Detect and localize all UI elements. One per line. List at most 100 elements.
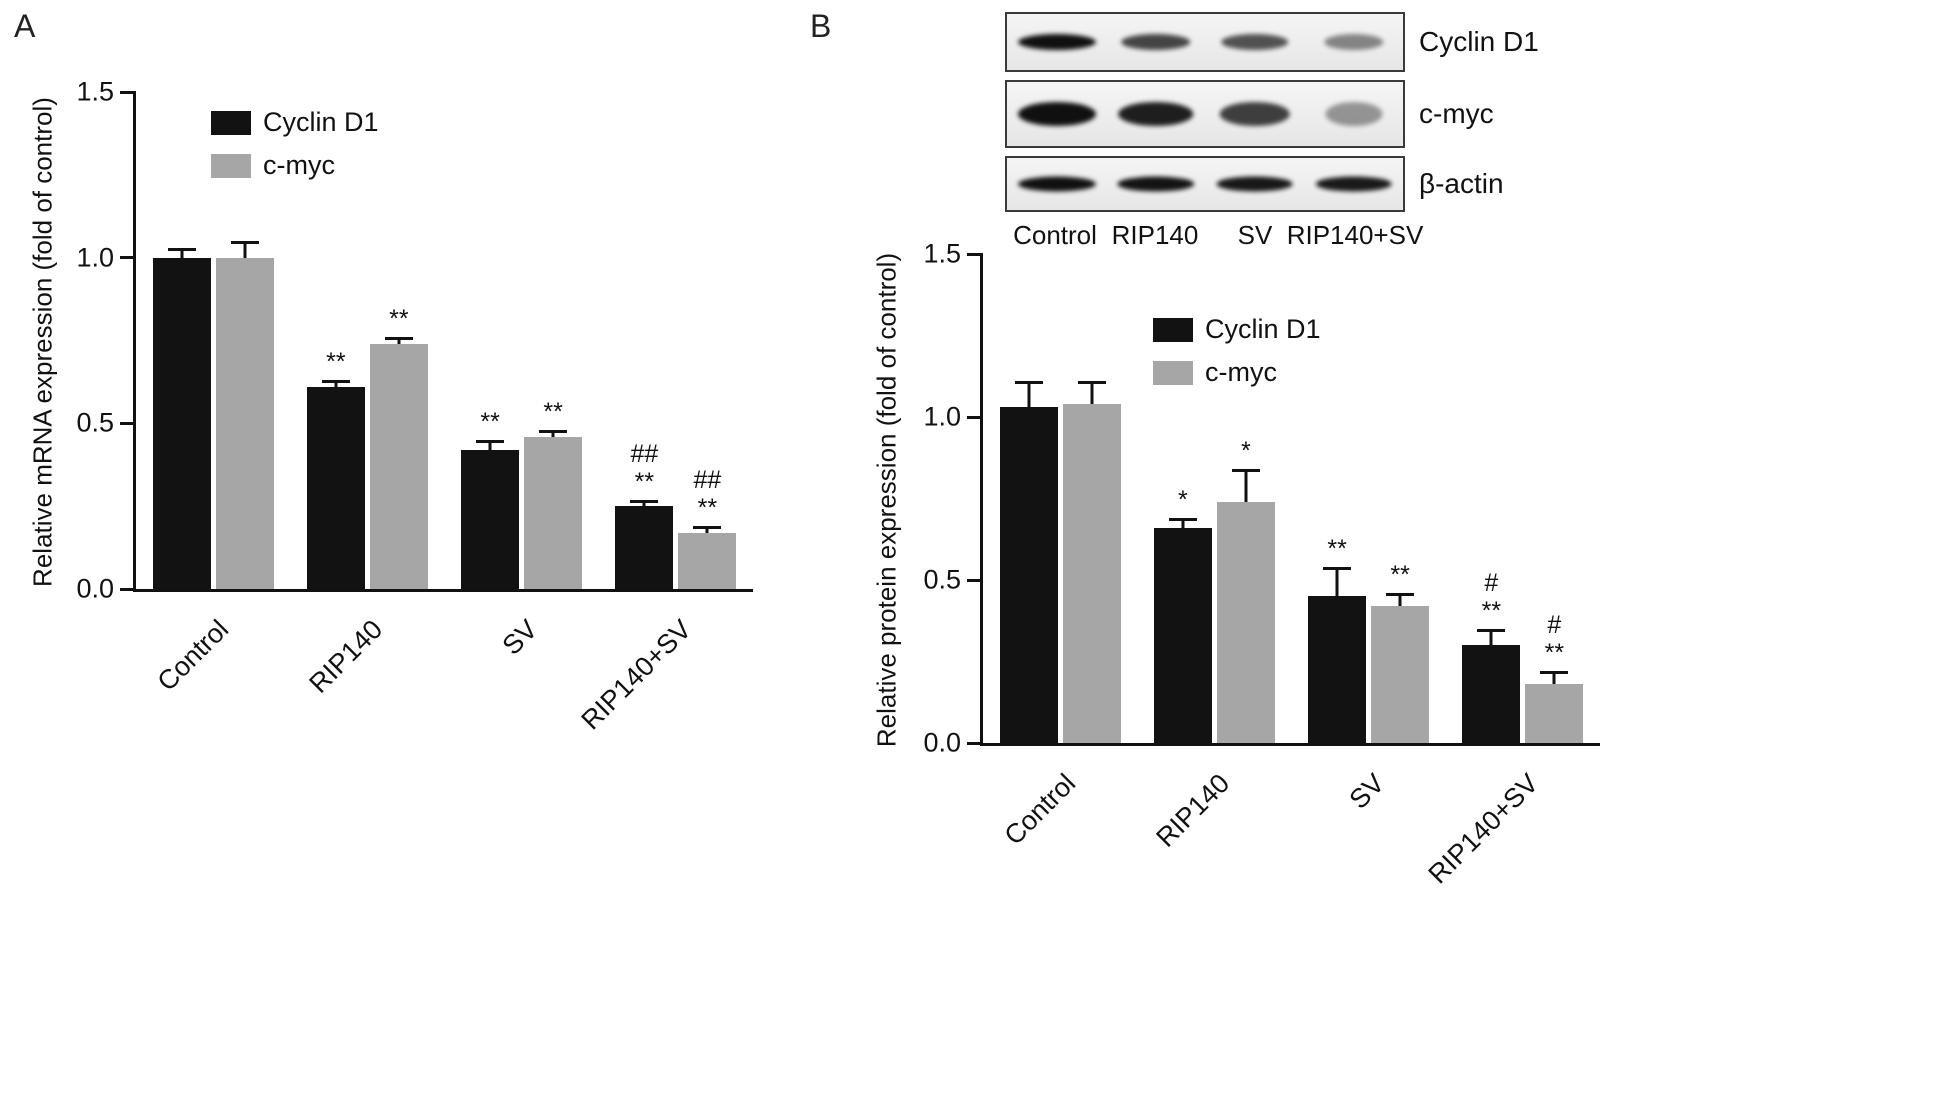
bar-cyclin-d1 <box>152 257 211 589</box>
significance-marker: ** <box>543 397 563 426</box>
legend-item: c-myc <box>1153 357 1321 388</box>
y-axis-label: Relative mRNA expression (fold of contro… <box>27 97 58 587</box>
bar-c-myc <box>1371 606 1430 743</box>
bar-wrap: * <box>1216 254 1275 743</box>
bar-wrap <box>1062 254 1121 743</box>
blot-row-beta-actin: β-actin <box>1005 156 1665 212</box>
y-axis-label: Relative protein expression (fold of con… <box>871 252 902 748</box>
legend: Cyclin D1 c-myc <box>1153 314 1321 388</box>
plot-area: 0.0 0.5 1.0 1.5 Cyclin D1 c-myc * * ** ** # ** # ** <box>923 239 1600 758</box>
legend-label: c-myc <box>1205 357 1277 387</box>
blot-band <box>1325 102 1382 126</box>
bar-wrap: ** <box>524 92 583 589</box>
legend: Cyclin D1 c-myc <box>211 107 379 181</box>
bar-cyclin-d1 <box>1308 596 1367 743</box>
bar-groups: * * ** ** # ** # ** <box>983 254 1600 743</box>
bar-wrap: # ** <box>1462 254 1521 743</box>
legend-item: Cyclin D1 <box>211 107 379 138</box>
significance-marker: ## ** <box>630 439 659 496</box>
x-axis-labels: Control RIP140 SV RIP140+SV <box>133 602 753 792</box>
bar-group: * * <box>1137 254 1291 743</box>
x-tick-label: Control <box>151 614 235 697</box>
chart-mrna-expression: Relative mRNA expression (fold of contro… <box>18 50 788 1090</box>
bar-cyclin-d1 <box>999 407 1058 743</box>
bar-c-myc <box>369 343 428 589</box>
significance-marker: ** <box>1327 534 1347 563</box>
bar-group: ** ** <box>445 92 599 589</box>
blot-label-c-myc: c-myc <box>1419 98 1494 129</box>
y-tick-label: 1.0 <box>76 242 114 273</box>
blot-lane-label: Control <box>1013 220 1097 250</box>
blot-label-cyclin-d1: Cyclin D1 <box>1419 26 1539 57</box>
significance-marker: ** <box>326 348 346 377</box>
blot-box-cyclin-d1 <box>1005 12 1405 72</box>
y-axis-label-container: Relative protein expression (fold of con… <box>864 252 910 748</box>
x-tick-label: SV <box>496 614 543 661</box>
bar-group: ## ** ## ** <box>599 92 753 589</box>
significance-marker: ## ** <box>693 466 722 523</box>
y-tick-mark <box>120 421 136 425</box>
panel-a-label: A <box>14 8 36 44</box>
error-bar <box>1540 671 1569 684</box>
blot-band <box>1017 102 1096 126</box>
error-bar <box>1386 593 1415 606</box>
error-bar <box>167 247 196 258</box>
blot-band <box>1216 176 1293 192</box>
bar-c-myc <box>1216 501 1275 743</box>
blot-band <box>1120 34 1191 50</box>
bar-c-myc <box>524 436 583 589</box>
blot-lane-label: RIP140 <box>1111 220 1199 250</box>
y-tick-mark <box>120 256 136 260</box>
legend-swatch <box>211 110 251 135</box>
error-bar <box>1077 381 1106 404</box>
significance-marker: * <box>1241 437 1251 466</box>
y-tick-label: 0.0 <box>76 573 114 604</box>
y-tick-label: 1.5 <box>76 76 114 107</box>
bar-wrap: ** <box>461 92 520 589</box>
error-bar <box>230 241 259 258</box>
legend-swatch <box>1153 317 1193 342</box>
bar-c-myc <box>1525 684 1584 743</box>
blot-band <box>1017 34 1096 50</box>
bar-c-myc <box>1062 403 1121 743</box>
panel-b-label: B <box>810 8 832 44</box>
error-bar <box>1477 628 1506 645</box>
error-bar <box>321 380 350 387</box>
x-tick-label: RIP140 <box>303 614 389 699</box>
x-axis-labels: Control RIP140 SV RIP140+SV <box>980 756 1600 946</box>
blot-band <box>1117 102 1194 126</box>
x-tick-label: SV <box>1343 768 1390 815</box>
blot-label-beta-actin: β-actin <box>1419 168 1504 199</box>
blot-band <box>1219 102 1290 126</box>
bar-group: ** ** <box>290 92 444 589</box>
blot-lane-labels: Control RIP140 SV RIP140+SV <box>1005 220 1423 256</box>
legend-item: Cyclin D1 <box>1153 314 1321 345</box>
y-tick-mark <box>967 252 983 256</box>
x-tick-label: RIP140+SV <box>575 614 698 736</box>
legend-label: Cyclin D1 <box>1205 314 1321 344</box>
bar-wrap: # ** <box>1525 254 1584 743</box>
error-bar <box>1168 518 1197 528</box>
y-tick-mark <box>120 90 136 94</box>
bar-wrap: ** <box>1371 254 1430 743</box>
blot-row-c-myc: c-myc <box>1005 80 1665 148</box>
error-bar <box>1323 566 1352 596</box>
error-bar <box>476 439 505 450</box>
blot-row-cyclin-d1: Cyclin D1 <box>1005 12 1665 72</box>
y-tick-label: 0.5 <box>76 407 114 438</box>
y-tick-label: 0.5 <box>923 564 961 595</box>
significance-marker: ** <box>389 305 409 334</box>
blot-box-beta-actin <box>1005 156 1405 212</box>
x-tick-label: RIP140+SV <box>1422 768 1545 890</box>
significance-marker: ** <box>480 407 500 436</box>
legend-label: Cyclin D1 <box>263 107 379 137</box>
bar-cyclin-d1 <box>615 506 674 589</box>
error-bar <box>539 429 568 437</box>
western-blot: Cyclin D1 c-myc β-actin Control RIP140 SV R… <box>1005 12 1665 256</box>
significance-marker: * <box>1178 486 1188 515</box>
significance-marker: # ** <box>1544 611 1565 668</box>
bar-cyclin-d1 <box>1153 527 1212 743</box>
significance-marker: ** <box>1390 561 1410 590</box>
legend-label: c-myc <box>263 150 335 180</box>
y-tick-mark <box>967 415 983 419</box>
